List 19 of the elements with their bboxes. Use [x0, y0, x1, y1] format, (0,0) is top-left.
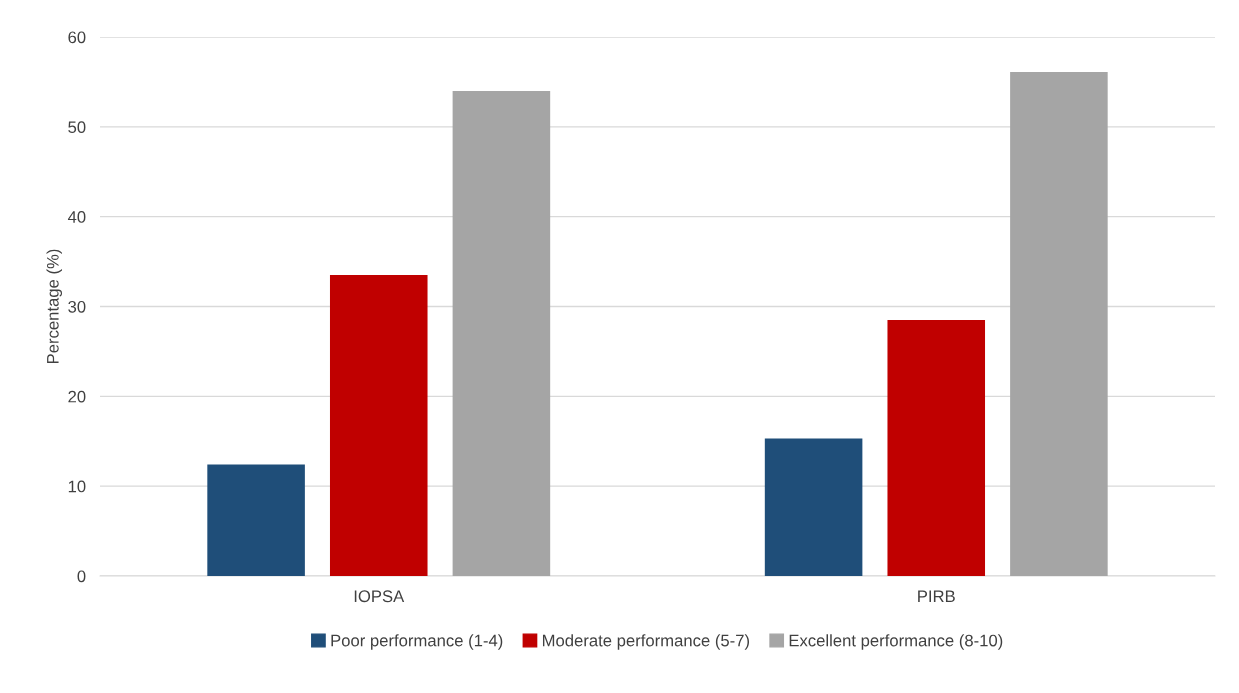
y-tick-label: 60 — [68, 31, 86, 44]
bar — [1010, 72, 1108, 576]
legend-label: Excellent performance (8-10) — [789, 634, 1003, 650]
y-tick-label: 40 — [67, 211, 86, 223]
y-tick-label: 30 — [68, 300, 86, 313]
legend-label: Moderate performance (5-7) — [542, 634, 750, 650]
y-tick-label: 10 — [68, 480, 86, 493]
legend-label: Poor performance (1-4) — [331, 634, 503, 650]
x-tick-label: PIRB — [918, 590, 955, 602]
x-tick-label: IOPSA — [354, 590, 405, 603]
y-axis-title: Percentage (%) — [46, 249, 63, 364]
bar — [887, 319, 986, 576]
y-tick-label: 20 — [68, 390, 86, 403]
bar — [207, 464, 305, 576]
bar — [452, 90, 551, 576]
y-tick-label: 0 — [77, 570, 86, 583]
y-tick-label: 50 — [68, 121, 86, 134]
bar — [764, 438, 863, 576]
bar — [329, 275, 428, 576]
